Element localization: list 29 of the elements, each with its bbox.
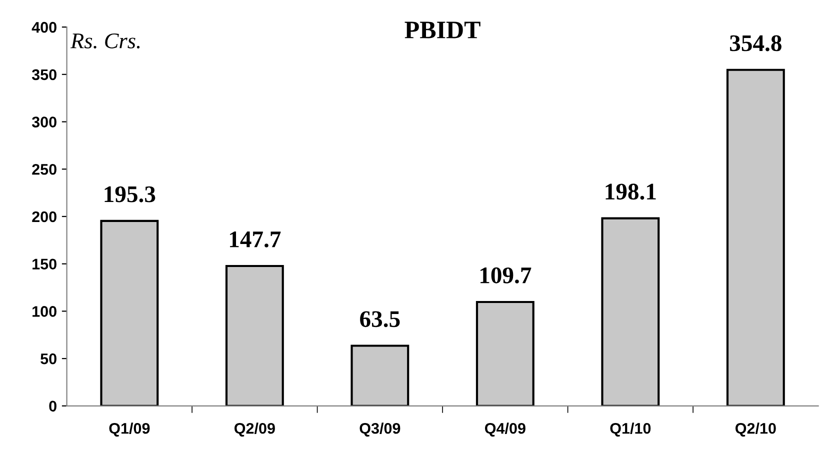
x-tick-label: Q1/10: [610, 422, 651, 437]
data-label: 63.5: [360, 311, 400, 328]
y-tick-label: 350: [32, 69, 56, 80]
bar: [726, 68, 785, 406]
y-tick-label: 50: [40, 353, 56, 364]
x-tick-label: Q3/09: [360, 422, 400, 437]
bar: [601, 217, 660, 406]
chart-title: PBIDT: [404, 22, 480, 38]
data-label: 198.1: [606, 184, 656, 200]
y-tick-label: 400: [32, 22, 56, 33]
y-tick-label: 250: [32, 164, 56, 175]
y-tick-label: 100: [32, 306, 56, 317]
x-tick-label: Q2/10: [735, 422, 776, 437]
y-tick-label: 200: [32, 211, 56, 222]
x-tick-label: Q1/09: [109, 422, 150, 437]
data-label: 109.7: [480, 267, 532, 284]
x-tick-label: Q2/09: [234, 422, 275, 437]
bar: [476, 300, 534, 406]
bar: [350, 344, 410, 406]
bar: [100, 220, 159, 406]
data-label: 354.8: [730, 35, 782, 52]
y-axis-title: Rs. Crs.: [70, 33, 140, 48]
bar: [225, 264, 284, 406]
y-tick-label: 300: [32, 116, 56, 128]
data-label: 147.7: [230, 232, 281, 248]
y-tick-label: 150: [32, 258, 56, 270]
y-tick-label: 0: [49, 400, 56, 412]
x-tick-label: Q4/09: [484, 422, 526, 437]
data-label: 195.3: [104, 186, 156, 202]
